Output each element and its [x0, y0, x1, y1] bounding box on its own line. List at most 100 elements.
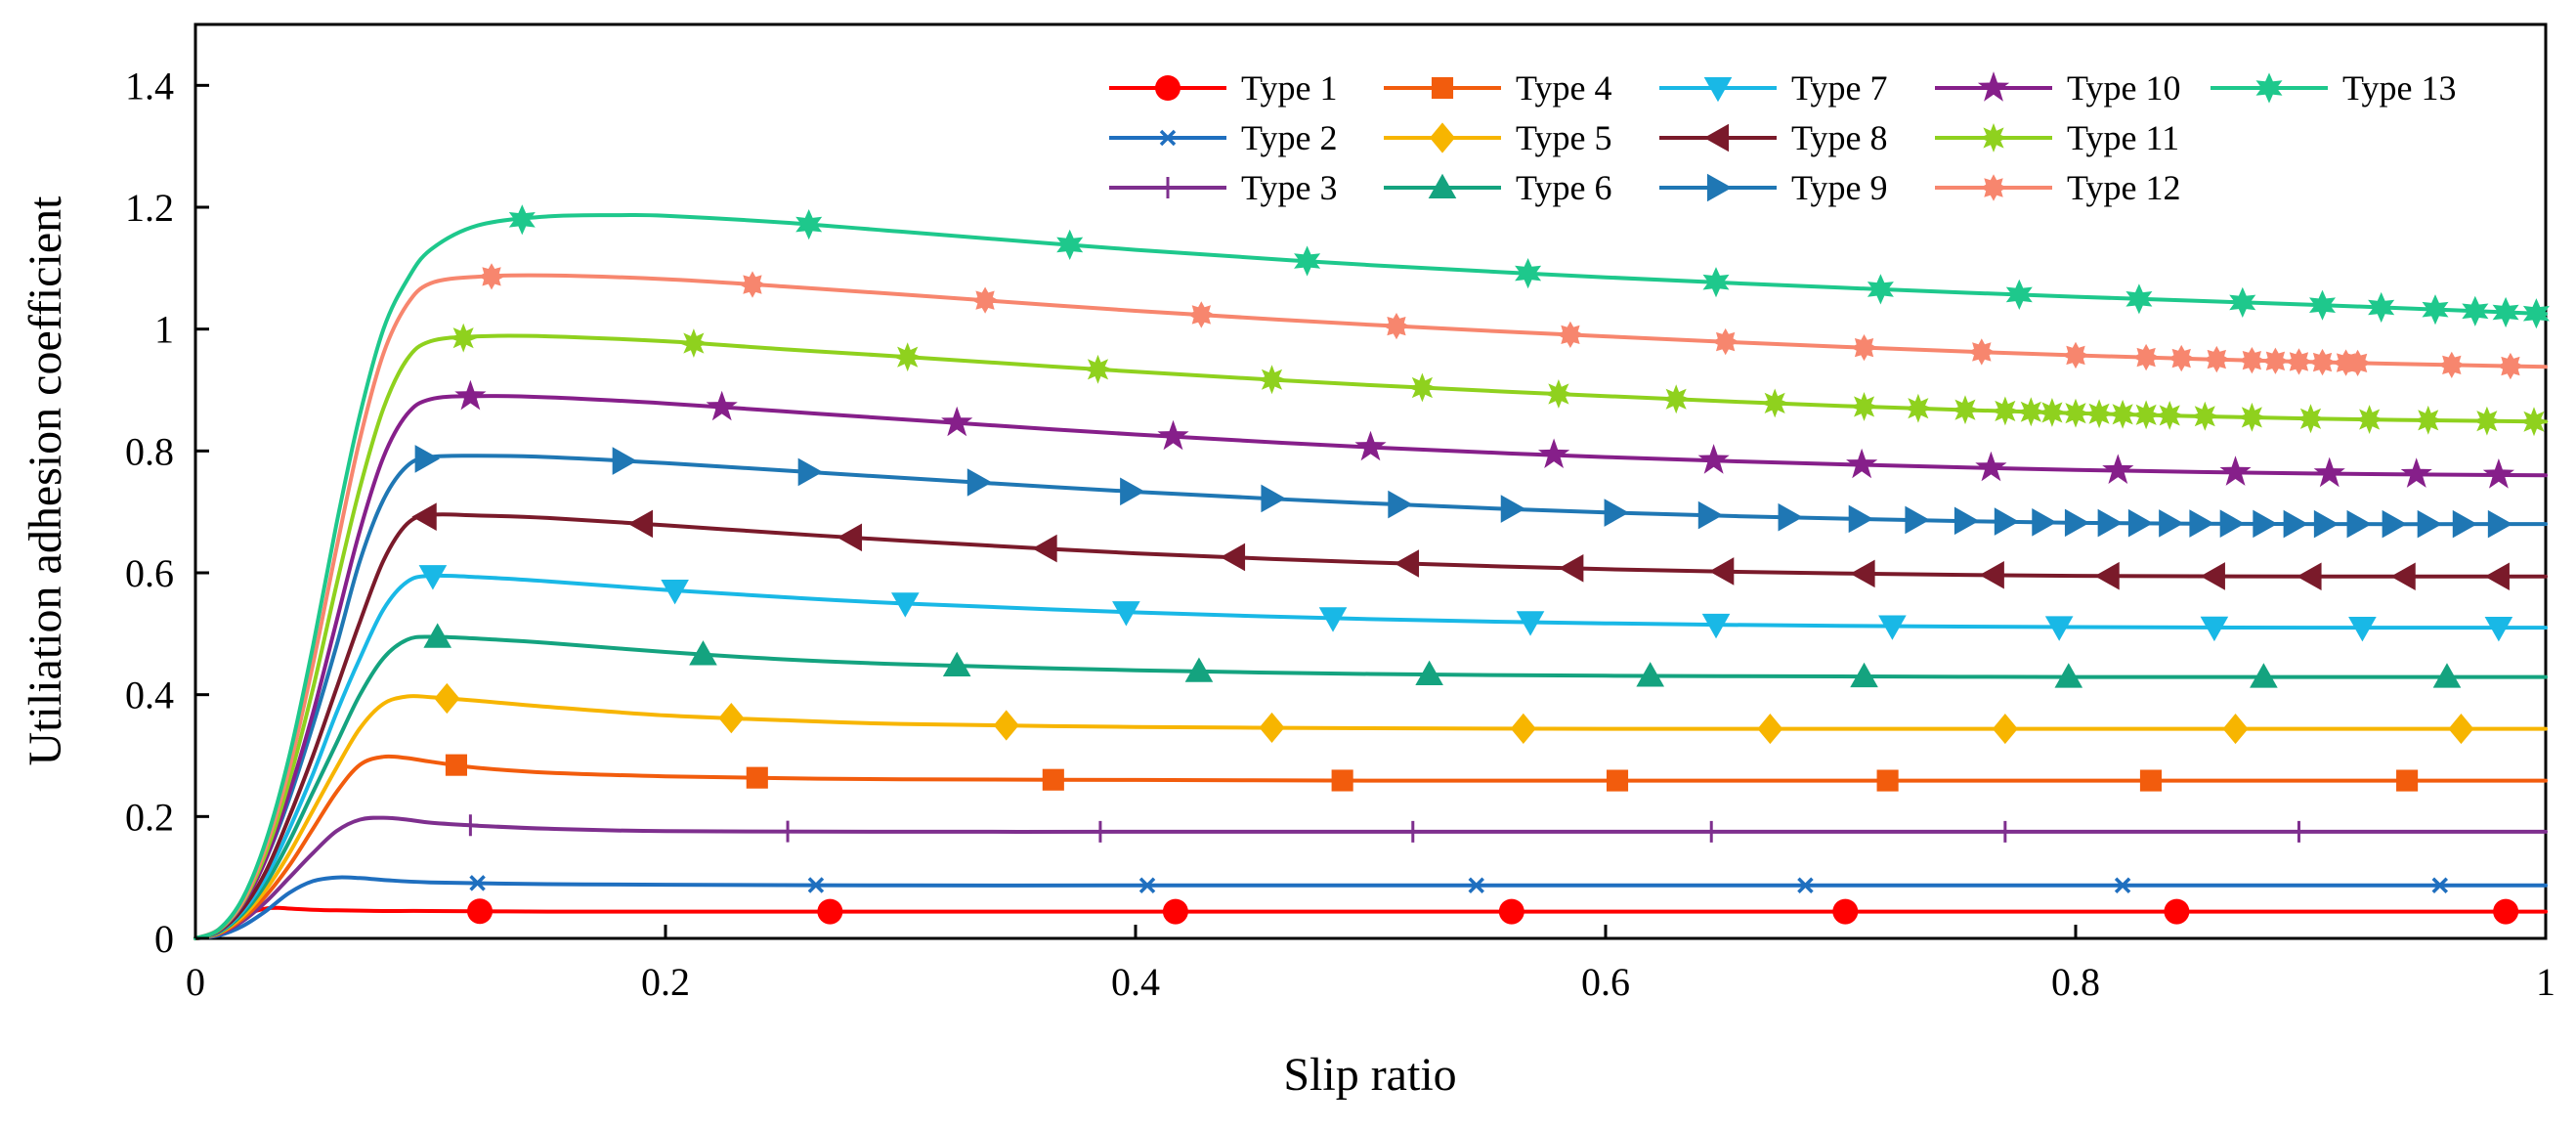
- data-point: [1951, 395, 1980, 425]
- data-point: [1848, 504, 1874, 534]
- data-point: [1184, 657, 1214, 682]
- series-line-5: [193, 694, 2548, 940]
- legend-marker: [1159, 129, 1177, 147]
- data-point: [2203, 345, 2230, 373]
- data-point: [2189, 509, 2214, 538]
- legend-item-11: Type 11: [1935, 118, 2179, 157]
- data-point: [2054, 663, 2083, 688]
- data-point: [1876, 769, 1899, 792]
- data-point: [1559, 554, 1584, 583]
- data-point: [2297, 562, 2322, 591]
- data-point: [2390, 562, 2416, 591]
- data-point: [1510, 713, 1536, 744]
- data-point: [2102, 454, 2134, 484]
- legend-label: Type 7: [1791, 68, 1887, 108]
- legend-label: Type 13: [2342, 68, 2456, 108]
- data-point: [1708, 557, 1735, 586]
- data-point: [1850, 559, 1875, 588]
- data-point: [612, 447, 638, 475]
- series-line-11: [193, 333, 2548, 940]
- data-point: [2471, 406, 2502, 436]
- data-point: [454, 379, 487, 411]
- data-point: [1979, 560, 2004, 589]
- data-point: [2283, 509, 2308, 539]
- series-markers-2: [469, 875, 2449, 894]
- data-point: [2155, 401, 2185, 430]
- data-point: [2462, 295, 2489, 326]
- data-point: [2200, 616, 2229, 642]
- data-point: [2522, 298, 2550, 329]
- data-point: [1702, 267, 1730, 298]
- series-line-9: [193, 454, 2548, 940]
- y-axis-ticks: 0 0.2 0.4 0.6 0.8 1 1.2 1.4: [125, 64, 209, 961]
- data-point: [1500, 495, 1526, 523]
- y-tick-label: 1.4: [125, 64, 174, 108]
- data-point: [971, 286, 999, 314]
- data-point: [1849, 392, 1879, 421]
- legend-marker: [1160, 177, 1176, 198]
- data-point: [2382, 509, 2407, 539]
- legend-item-2: Type 2: [1109, 118, 1337, 157]
- data-point: [1415, 660, 1443, 685]
- data-point: [1468, 877, 1484, 894]
- data-point: [892, 342, 923, 372]
- data-point: [1994, 507, 2020, 536]
- data-point: [418, 565, 448, 590]
- data-point: [2484, 562, 2510, 591]
- data-point: [942, 651, 971, 677]
- data-point: [1850, 334, 1878, 362]
- legend-item-10: Type 10: [1935, 68, 2180, 108]
- series-line-12: [193, 273, 2548, 940]
- data-point: [2125, 283, 2153, 315]
- series-markers-4: [445, 754, 2419, 792]
- legend-label: Type 9: [1791, 168, 1887, 207]
- data-point: [2346, 509, 2372, 539]
- legend-label: Type 12: [2067, 168, 2180, 207]
- legend-item-7: Type 7: [1659, 68, 1887, 108]
- series-line-2: [193, 875, 2548, 940]
- data-point: [1543, 379, 1573, 409]
- data-point: [462, 814, 479, 837]
- data-point: [1996, 820, 2013, 843]
- data-point: [2016, 397, 2046, 427]
- data-point: [449, 323, 479, 353]
- legend-item-9: Type 9: [1659, 168, 1887, 207]
- data-point: [478, 263, 505, 290]
- series-markers-1: [467, 898, 2519, 925]
- y-tick-label: 0.6: [125, 551, 174, 595]
- data-point: [2400, 457, 2432, 488]
- data-point: [1703, 820, 1720, 843]
- legend-marker: [1430, 122, 1455, 153]
- data-point: [817, 898, 843, 925]
- data-point: [2432, 663, 2462, 688]
- legend-marker: [1703, 76, 1733, 103]
- data-point: [837, 523, 863, 552]
- data-point: [1394, 549, 1420, 578]
- data-point: [2396, 769, 2419, 792]
- data-point: [1083, 354, 1113, 384]
- data-point: [1697, 500, 1724, 530]
- legend-label: Type 4: [1516, 68, 1611, 108]
- data-point: [807, 877, 825, 893]
- data-point: [780, 820, 796, 843]
- legend-item-6: Type 6: [1384, 168, 1611, 207]
- series-markers-5: [434, 682, 2474, 745]
- legend-item-3: Type 3: [1109, 168, 1337, 207]
- data-point: [2139, 769, 2163, 792]
- x-tick-label: 1: [2536, 960, 2555, 1004]
- data-point: [2291, 820, 2307, 843]
- data-point: [2127, 508, 2154, 538]
- data-point: [1516, 611, 1545, 636]
- series-markers-10: [454, 379, 2514, 489]
- data-point: [411, 502, 437, 531]
- x-axis-ticks: 0 0.2 0.4 0.6 0.8 1: [186, 925, 2555, 1004]
- series-markers-8: [411, 502, 2510, 591]
- legend-item-12: Type 12: [1935, 168, 2180, 207]
- data-point: [2094, 561, 2120, 590]
- data-point: [2422, 294, 2449, 326]
- y-tick-label: 0: [154, 917, 174, 961]
- data-point: [2309, 289, 2336, 321]
- data-point: [2343, 349, 2372, 376]
- legend-label: Type 3: [1241, 168, 1337, 207]
- data-point: [1712, 327, 1739, 356]
